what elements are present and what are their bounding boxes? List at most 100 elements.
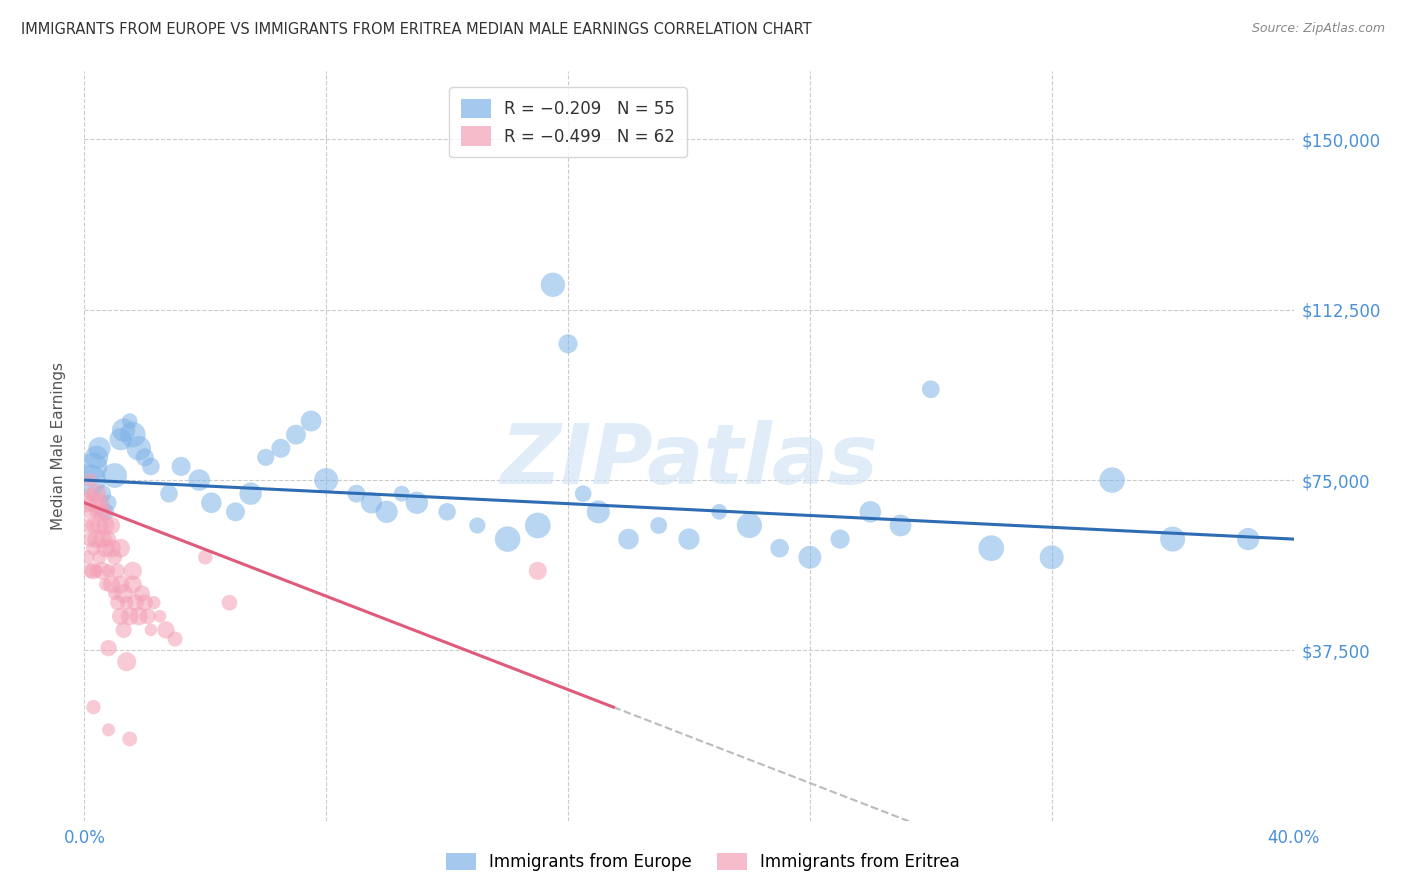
- Point: [709, 505, 731, 519]
- Point: [557, 336, 579, 351]
- Point: [86, 505, 108, 519]
- Point: [572, 486, 595, 500]
- Point: [97, 496, 120, 510]
- Point: [110, 609, 132, 624]
- Point: [1040, 550, 1063, 565]
- Point: [588, 505, 610, 519]
- Point: [104, 550, 127, 565]
- Point: [254, 450, 277, 465]
- Point: [79, 564, 101, 578]
- Point: [82, 459, 104, 474]
- Point: [91, 505, 114, 519]
- Point: [391, 486, 413, 500]
- Point: [110, 432, 132, 446]
- Point: [769, 541, 792, 556]
- Point: [346, 486, 368, 500]
- Point: [94, 577, 117, 591]
- Point: [110, 541, 132, 556]
- Point: [121, 427, 143, 442]
- Point: [104, 468, 127, 483]
- Point: [94, 518, 117, 533]
- Point: [527, 564, 550, 578]
- Legend: R = −0.209   N = 55, R = −0.499   N = 62: R = −0.209 N = 55, R = −0.499 N = 62: [450, 87, 686, 157]
- Point: [89, 518, 111, 533]
- Point: [76, 550, 98, 565]
- Point: [738, 518, 761, 533]
- Point: [121, 564, 143, 578]
- Point: [200, 496, 222, 510]
- Point: [100, 518, 122, 533]
- Point: [118, 731, 141, 746]
- Point: [128, 609, 150, 624]
- Point: [91, 564, 114, 578]
- Point: [617, 532, 640, 546]
- Text: IMMIGRANTS FROM EUROPE VS IMMIGRANTS FROM ERITREA MEDIAN MALE EARNINGS CORRELATI: IMMIGRANTS FROM EUROPE VS IMMIGRANTS FRO…: [21, 22, 811, 37]
- Point: [100, 541, 122, 556]
- Point: [157, 486, 180, 500]
- Point: [76, 496, 98, 510]
- Legend: Immigrants from Europe, Immigrants from Eritrea: Immigrants from Europe, Immigrants from …: [437, 845, 969, 880]
- Point: [134, 450, 156, 465]
- Point: [118, 414, 141, 428]
- Point: [527, 518, 550, 533]
- Point: [91, 505, 114, 519]
- Point: [97, 723, 120, 737]
- Point: [467, 518, 489, 533]
- Point: [315, 473, 337, 487]
- Point: [89, 442, 111, 456]
- Point: [94, 541, 117, 556]
- Point: [239, 486, 262, 500]
- Point: [139, 459, 162, 474]
- Point: [1237, 532, 1260, 546]
- Point: [859, 505, 882, 519]
- Point: [112, 586, 135, 600]
- Point: [104, 586, 127, 600]
- Point: [79, 505, 101, 519]
- Point: [1161, 532, 1184, 546]
- Point: [131, 586, 153, 600]
- Y-axis label: Median Male Earnings: Median Male Earnings: [51, 362, 66, 530]
- Point: [86, 450, 108, 465]
- Point: [194, 550, 217, 565]
- Point: [91, 532, 114, 546]
- Point: [115, 596, 138, 610]
- Point: [79, 473, 101, 487]
- Point: [107, 564, 129, 578]
- Point: [218, 596, 240, 610]
- Point: [79, 486, 101, 500]
- Point: [97, 641, 120, 656]
- Point: [142, 596, 165, 610]
- Point: [890, 518, 912, 533]
- Point: [82, 564, 104, 578]
- Point: [91, 486, 114, 500]
- Point: [541, 277, 564, 292]
- Point: [94, 505, 117, 519]
- Point: [110, 577, 132, 591]
- Point: [97, 564, 120, 578]
- Point: [112, 623, 135, 637]
- Point: [188, 473, 211, 487]
- Point: [86, 532, 108, 546]
- Point: [89, 496, 111, 510]
- Point: [112, 423, 135, 437]
- Point: [375, 505, 398, 519]
- Point: [225, 505, 247, 519]
- Point: [125, 596, 148, 610]
- Point: [121, 577, 143, 591]
- Point: [82, 541, 104, 556]
- Point: [97, 532, 120, 546]
- Point: [136, 609, 159, 624]
- Point: [149, 609, 172, 624]
- Point: [830, 532, 852, 546]
- Point: [496, 532, 519, 546]
- Point: [1101, 473, 1123, 487]
- Point: [155, 623, 177, 637]
- Point: [128, 442, 150, 456]
- Point: [678, 532, 700, 546]
- Point: [115, 655, 138, 669]
- Point: [86, 486, 108, 500]
- Point: [82, 518, 104, 533]
- Point: [118, 609, 141, 624]
- Point: [980, 541, 1002, 556]
- Point: [79, 532, 101, 546]
